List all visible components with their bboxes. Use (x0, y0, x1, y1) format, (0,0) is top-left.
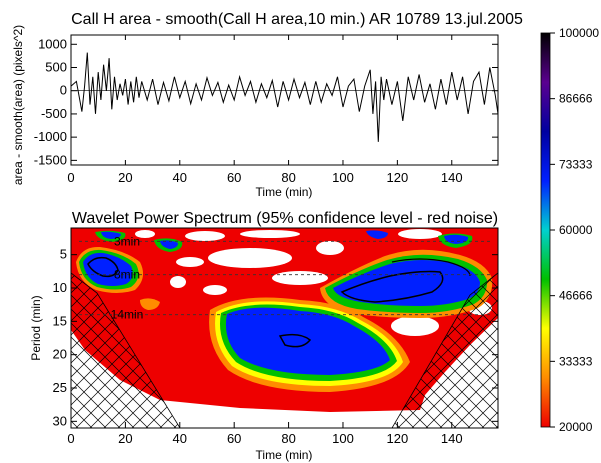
colorbar-label: 46666 (559, 289, 593, 303)
wavelet-title: Wavelet Power Spectrum (95% confidence l… (72, 210, 498, 227)
period-marker-label: 3min (114, 234, 140, 248)
x-tick-label: 100 (332, 431, 354, 446)
timeseries-plot-frame (70, 34, 499, 166)
y-tick-label: 5 (60, 247, 67, 262)
y-tick-label: 0 (60, 83, 67, 98)
wavelet-power-map (71, 228, 498, 428)
x-tick-label: 80 (281, 431, 295, 446)
y-tick-label: 25 (53, 380, 67, 395)
x-tick-label: 0 (67, 170, 74, 185)
x-tick-label: 20 (118, 431, 132, 446)
colorbar-label: 100000 (559, 26, 599, 40)
y-tick-label: 20 (53, 347, 67, 362)
y-tick-label: -1500 (34, 152, 67, 167)
x-tick-label: 60 (227, 170, 241, 185)
y-tick-label: -500 (41, 106, 67, 121)
timeseries-x-axis: 0 20 40 60 80 100 120 140 (67, 35, 463, 185)
colorbar-label: 60000 (559, 223, 593, 237)
y-tick-label: 15 (53, 313, 67, 328)
x-tick-label: 20 (118, 170, 132, 185)
y-tick-label: 10 (53, 280, 67, 295)
colorbar-labels: 100000 86666 73333 60000 46666 33333 20000 (550, 26, 599, 434)
x-tick-label: 80 (281, 170, 295, 185)
x-tick-label: 120 (387, 431, 409, 446)
timeseries-y-axis: 1000 500 0 -500 -1000 -1500 (34, 36, 498, 167)
wavelet-y-axis: 5 10 15 20 25 30 (53, 247, 498, 428)
x-tick-label: 40 (173, 431, 187, 446)
wavelet-plot-frame (70, 227, 499, 429)
x-tick-label: 60 (227, 431, 241, 446)
x-tick-label: 140 (441, 431, 463, 446)
colorbar-label: 33333 (559, 354, 593, 368)
period-markers: 3min 8min 14min (79, 234, 490, 322)
period-marker-label: 8min (114, 268, 140, 282)
period-marker-label: 14min (111, 308, 144, 322)
colorbar-label: 73333 (559, 157, 593, 171)
wavelet-x-axis-label: Time (min) (256, 448, 313, 462)
x-tick-label: 100 (332, 170, 354, 185)
timeseries-line (70, 52, 499, 142)
wavelet-x-axis: 0 20 40 60 80 100 120 140 (67, 422, 463, 446)
timeseries-y-axis-label: area - smooth(area) (pixels^2) (11, 25, 25, 185)
timeseries-x-axis-label: Time (min) (256, 185, 313, 199)
colorbar-label: 20000 (559, 420, 593, 434)
y-tick-label: 30 (53, 413, 67, 428)
y-tick-label: 500 (45, 60, 67, 75)
colorbar (541, 33, 550, 427)
timeseries-title: Call H area - smooth(Call H area,10 min.… (71, 11, 523, 28)
y-tick-label: -1000 (34, 129, 67, 144)
wavelet-y-axis-label: Period (min) (29, 295, 43, 360)
x-tick-label: 120 (387, 170, 409, 185)
x-tick-label: 140 (441, 170, 463, 185)
y-tick-label: 1000 (38, 36, 67, 51)
x-tick-label: 0 (67, 431, 74, 446)
x-tick-label: 40 (173, 170, 187, 185)
colorbar-label: 86666 (559, 92, 593, 106)
